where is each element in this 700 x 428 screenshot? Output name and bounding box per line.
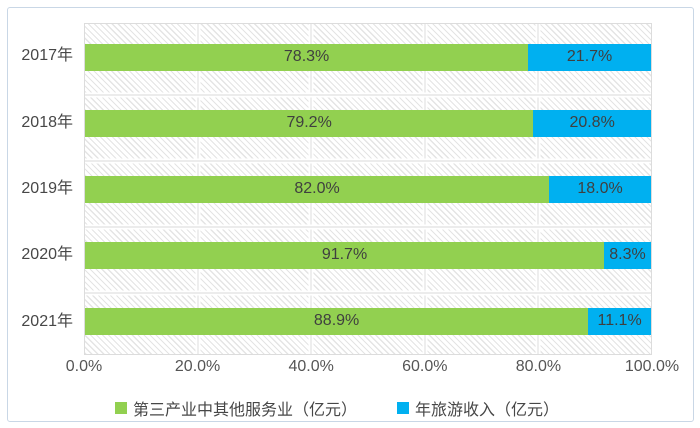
y-axis-label: 2019年 <box>21 180 73 197</box>
bar-row: 82.0% 18.0% <box>85 175 651 203</box>
legend-label: 年旅游收入（亿元） <box>415 402 560 419</box>
bar-value-label: 79.2% <box>286 114 332 131</box>
bar-segment-tourism: 8.3% <box>604 241 651 269</box>
legend-item-0: 第三产业中其他服务业（亿元） <box>114 396 357 420</box>
bar-segment-tourism: 18.0% <box>549 175 651 203</box>
bar-value-label: 18.0% <box>577 180 623 197</box>
bar-row: 78.3% 21.7% <box>85 43 651 71</box>
bar-value-label: 88.9% <box>313 312 360 329</box>
y-gridline <box>85 92 651 98</box>
y-axis-label: 2018年 <box>21 113 73 131</box>
x-axis-tick-label: 20.0% <box>174 358 221 375</box>
bar-segment-services: 78.3% <box>85 43 529 71</box>
x-axis-tick-label: 40.0% <box>288 358 334 375</box>
bar-segment-services: 82.0% <box>85 175 550 203</box>
bar-value-label: 91.7% <box>321 246 368 263</box>
bar-segment-services: 91.7% <box>85 241 605 269</box>
legend-swatch-icon <box>114 402 127 414</box>
y-gridline <box>85 158 651 164</box>
legend-label: 第三产业中其他服务业（亿元） <box>132 402 357 419</box>
x-axis-tick-label: 60.0% <box>402 358 448 375</box>
bar-row: 79.2% 20.8% <box>85 109 651 137</box>
y-axis-label: 2017年 <box>21 47 73 65</box>
bar-segment-tourism: 11.1% <box>588 307 651 335</box>
bar-row: 88.9% 11.1% <box>85 307 651 335</box>
legend-swatch-icon <box>397 402 409 414</box>
bar-segment-tourism: 20.8% <box>533 109 651 137</box>
bar-value-label: 21.7% <box>566 48 613 65</box>
bar-value-label: 82.0% <box>294 180 340 197</box>
y-axis-label: 2020年 <box>21 246 73 264</box>
x-axis-tick-label: 80.0% <box>515 358 562 375</box>
y-gridline <box>85 224 651 230</box>
plot-area: 78.3% 21.7% 79.2% 20.8% 82.0% 18.0% 91.7% 8.3% 8… <box>84 23 652 355</box>
y-axis-label: 2021年 <box>21 312 73 330</box>
bar-value-label: 8.3% <box>609 246 646 263</box>
legend: 第三产业中其他服务业（亿元） 年旅游收入（亿元） <box>0 396 674 420</box>
bar-segment-services: 79.2% <box>85 109 534 137</box>
bar-value-label: 11.1% <box>597 312 642 329</box>
x-axis-tick-label: 0.0% <box>65 358 103 375</box>
y-gridline <box>85 290 651 296</box>
bar-segment-tourism: 21.7% <box>528 43 651 71</box>
bar-value-label: 20.8% <box>569 114 615 131</box>
x-axis-tick-label: 100.0% <box>624 358 680 375</box>
legend-item-1: 年旅游收入（亿元） <box>397 396 559 420</box>
bar-value-label: 78.3% <box>283 48 330 65</box>
bar-segment-services: 88.9% <box>85 307 589 335</box>
bar-row: 91.7% 8.3% <box>85 241 651 269</box>
